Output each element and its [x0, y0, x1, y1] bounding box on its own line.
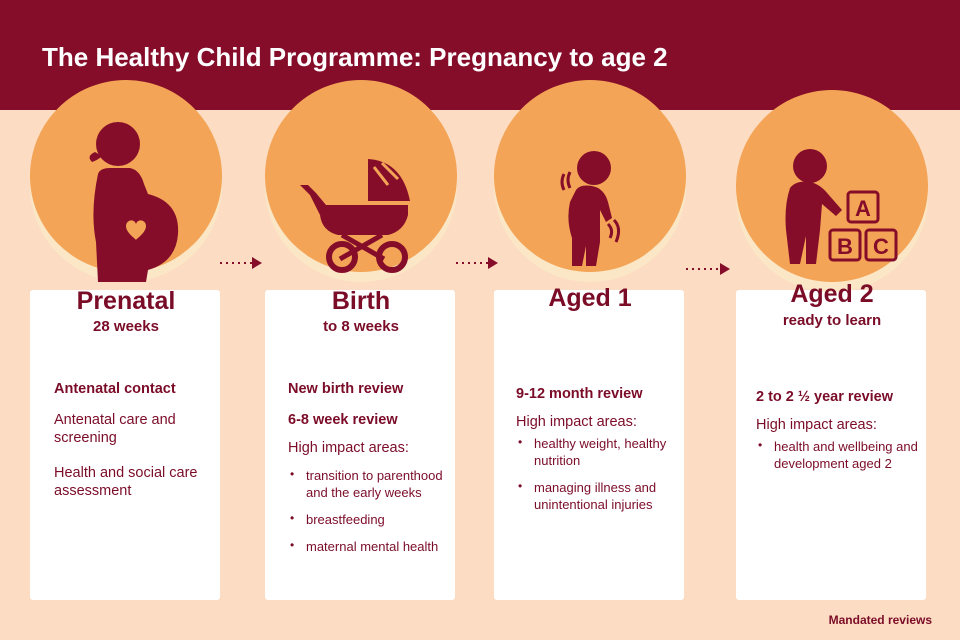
impact-list: transition to parenthood and the early w…	[288, 466, 458, 555]
impact-item: transition to parenthood and the early w…	[288, 466, 458, 501]
impact-list: healthy weight, healthy nutrition managi…	[516, 434, 686, 513]
impact-item: managing illness and unintentional injur…	[516, 478, 686, 513]
impact-heading: High impact areas:	[756, 417, 877, 433]
stage-label-aged1: Aged 1	[548, 284, 632, 312]
impact-heading: High impact areas:	[516, 414, 637, 430]
impact-item: breastfeeding	[288, 510, 458, 528]
child-with-abc-blocks-icon: A B C	[785, 149, 898, 264]
block-letter-b: B	[837, 234, 853, 259]
stage-sublabel-birth: to 8 weeks	[323, 318, 399, 335]
review-title: New birth review	[288, 381, 404, 397]
footnote: Mandated reviews	[828, 613, 932, 627]
stage-content-aged1: 9-12 month review High impact areas: hea…	[516, 385, 686, 513]
stage-label-birth: Birth	[331, 287, 391, 315]
stage-content-prenatal: Antenatal contact Antenatal care and scr…	[54, 380, 224, 500]
stage-label-aged2: Aged 2	[790, 280, 874, 308]
impact-item: maternal mental health	[288, 537, 458, 555]
impact-item: healthy weight, healthy nutrition	[516, 434, 686, 469]
impact-item: health and wellbeing and development age…	[756, 437, 926, 472]
stage-content-aged2: 2 to 2 ½ year review High impact areas: …	[756, 388, 926, 472]
impact-heading: High impact areas:	[288, 440, 409, 456]
stage-note: Antenatal care and screening	[54, 412, 176, 446]
impact-list: health and wellbeing and development age…	[756, 437, 926, 472]
pregnant-woman-icon	[89, 122, 179, 282]
review-title: 6-8 week review	[288, 412, 398, 428]
block-letter-c: C	[873, 234, 889, 259]
stage-sublabel-aged2: ready to learn	[782, 312, 882, 329]
stage-content-birth: New birth review 6-8 week review High im…	[288, 380, 458, 555]
stage-circle-birth	[265, 80, 457, 272]
page-title: The Healthy Child Programme: Pregnancy t…	[42, 42, 668, 72]
toddler-walking-icon	[560, 151, 621, 266]
pram-icon	[300, 159, 410, 273]
stage-note: Health and social care assessment	[54, 465, 198, 499]
dotted-arrow-icon	[456, 257, 498, 269]
review-title: 9-12 month review	[516, 386, 643, 402]
dotted-arrow-icon	[686, 263, 730, 275]
stage-sublabel-prenatal: 28 weeks	[93, 318, 159, 335]
stage-card-prenatal	[30, 290, 220, 600]
review-title: Antenatal contact	[54, 381, 176, 397]
review-title: 2 to 2 ½ year review	[756, 389, 894, 405]
dotted-arrow-icon	[220, 257, 262, 269]
stage-label-prenatal: Prenatal	[76, 287, 176, 315]
block-letter-a: A	[855, 196, 871, 221]
